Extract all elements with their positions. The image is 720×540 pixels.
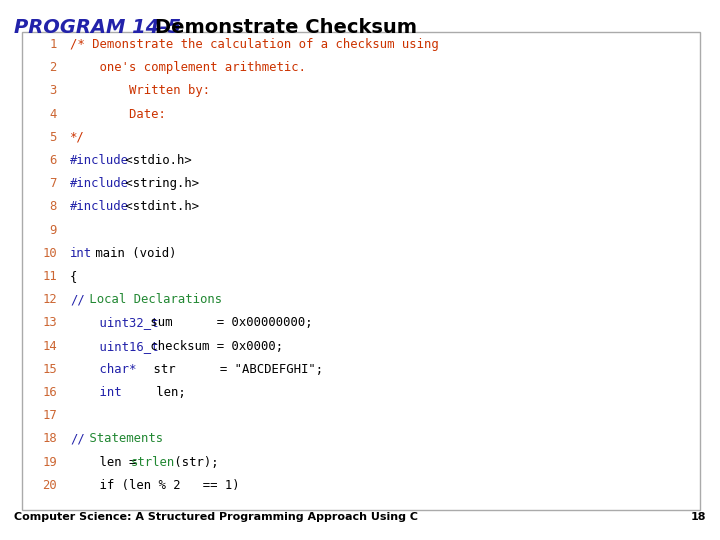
Text: len =: len = [70,456,144,469]
Text: strlen: strlen [130,456,175,469]
Text: 5: 5 [50,131,57,144]
Text: Computer Science: A Structured Programming Approach Using C: Computer Science: A Structured Programmi… [14,512,418,522]
Text: #include: #include [70,154,129,167]
Text: uint32_t: uint32_t [70,316,158,329]
Text: 20: 20 [42,479,57,492]
Text: int: int [70,247,92,260]
Text: /* Demonstrate the calculation of a checksum using: /* Demonstrate the calculation of a chec… [70,38,438,51]
Text: Local Declarations: Local Declarations [82,293,222,306]
Text: 6: 6 [50,154,57,167]
Text: Demonstrate Checksum: Demonstrate Checksum [155,18,417,37]
Bar [22,32,700,510]
Text: PROGRAM 14-5: PROGRAM 14-5 [14,18,181,37]
Text: 9: 9 [50,224,57,237]
Text: Statements: Statements [82,433,163,446]
Text: 11: 11 [42,270,57,283]
Text: 19: 19 [42,456,57,469]
Text: char*: char* [70,363,136,376]
Text: 1: 1 [50,38,57,51]
Text: len;: len; [112,386,186,399]
Text: 13: 13 [42,316,57,329]
Text: (str);: (str); [167,456,218,469]
Text: sum      = 0x00000000;: sum = 0x00000000; [143,316,312,329]
Text: 16: 16 [42,386,57,399]
Text: 18: 18 [690,512,706,522]
Text: Written by:: Written by: [70,84,210,97]
Text: 4: 4 [50,107,57,120]
Text: {: { [70,270,77,283]
Text: if (len % 2   == 1): if (len % 2 == 1) [70,479,240,492]
Text: <string.h>: <string.h> [118,177,199,190]
Text: 12: 12 [42,293,57,306]
Text: 18: 18 [42,433,57,446]
Text: checksum = 0x0000;: checksum = 0x0000; [143,340,283,353]
Text: <stdio.h>: <stdio.h> [118,154,192,167]
Text: 2: 2 [50,61,57,74]
Text: Date:: Date: [70,107,166,120]
Text: */: */ [70,131,85,144]
Text: <stdint.h>: <stdint.h> [118,200,199,213]
Text: 17: 17 [42,409,57,422]
Text: main (void): main (void) [88,247,176,260]
Text: str      = "ABCDEFGHI";: str = "ABCDEFGHI"; [125,363,323,376]
Text: 10: 10 [42,247,57,260]
Text: 8: 8 [50,200,57,213]
Text: int: int [70,386,122,399]
Text: one's complement arithmetic.: one's complement arithmetic. [70,61,306,74]
Text: #include: #include [70,200,129,213]
Text: 15: 15 [42,363,57,376]
Text: 14: 14 [42,340,57,353]
Text: //: // [70,433,85,446]
Text: //: // [70,293,85,306]
Text: 7: 7 [50,177,57,190]
Text: #include: #include [70,177,129,190]
Text: 3: 3 [50,84,57,97]
Text: uint16_t: uint16_t [70,340,158,353]
